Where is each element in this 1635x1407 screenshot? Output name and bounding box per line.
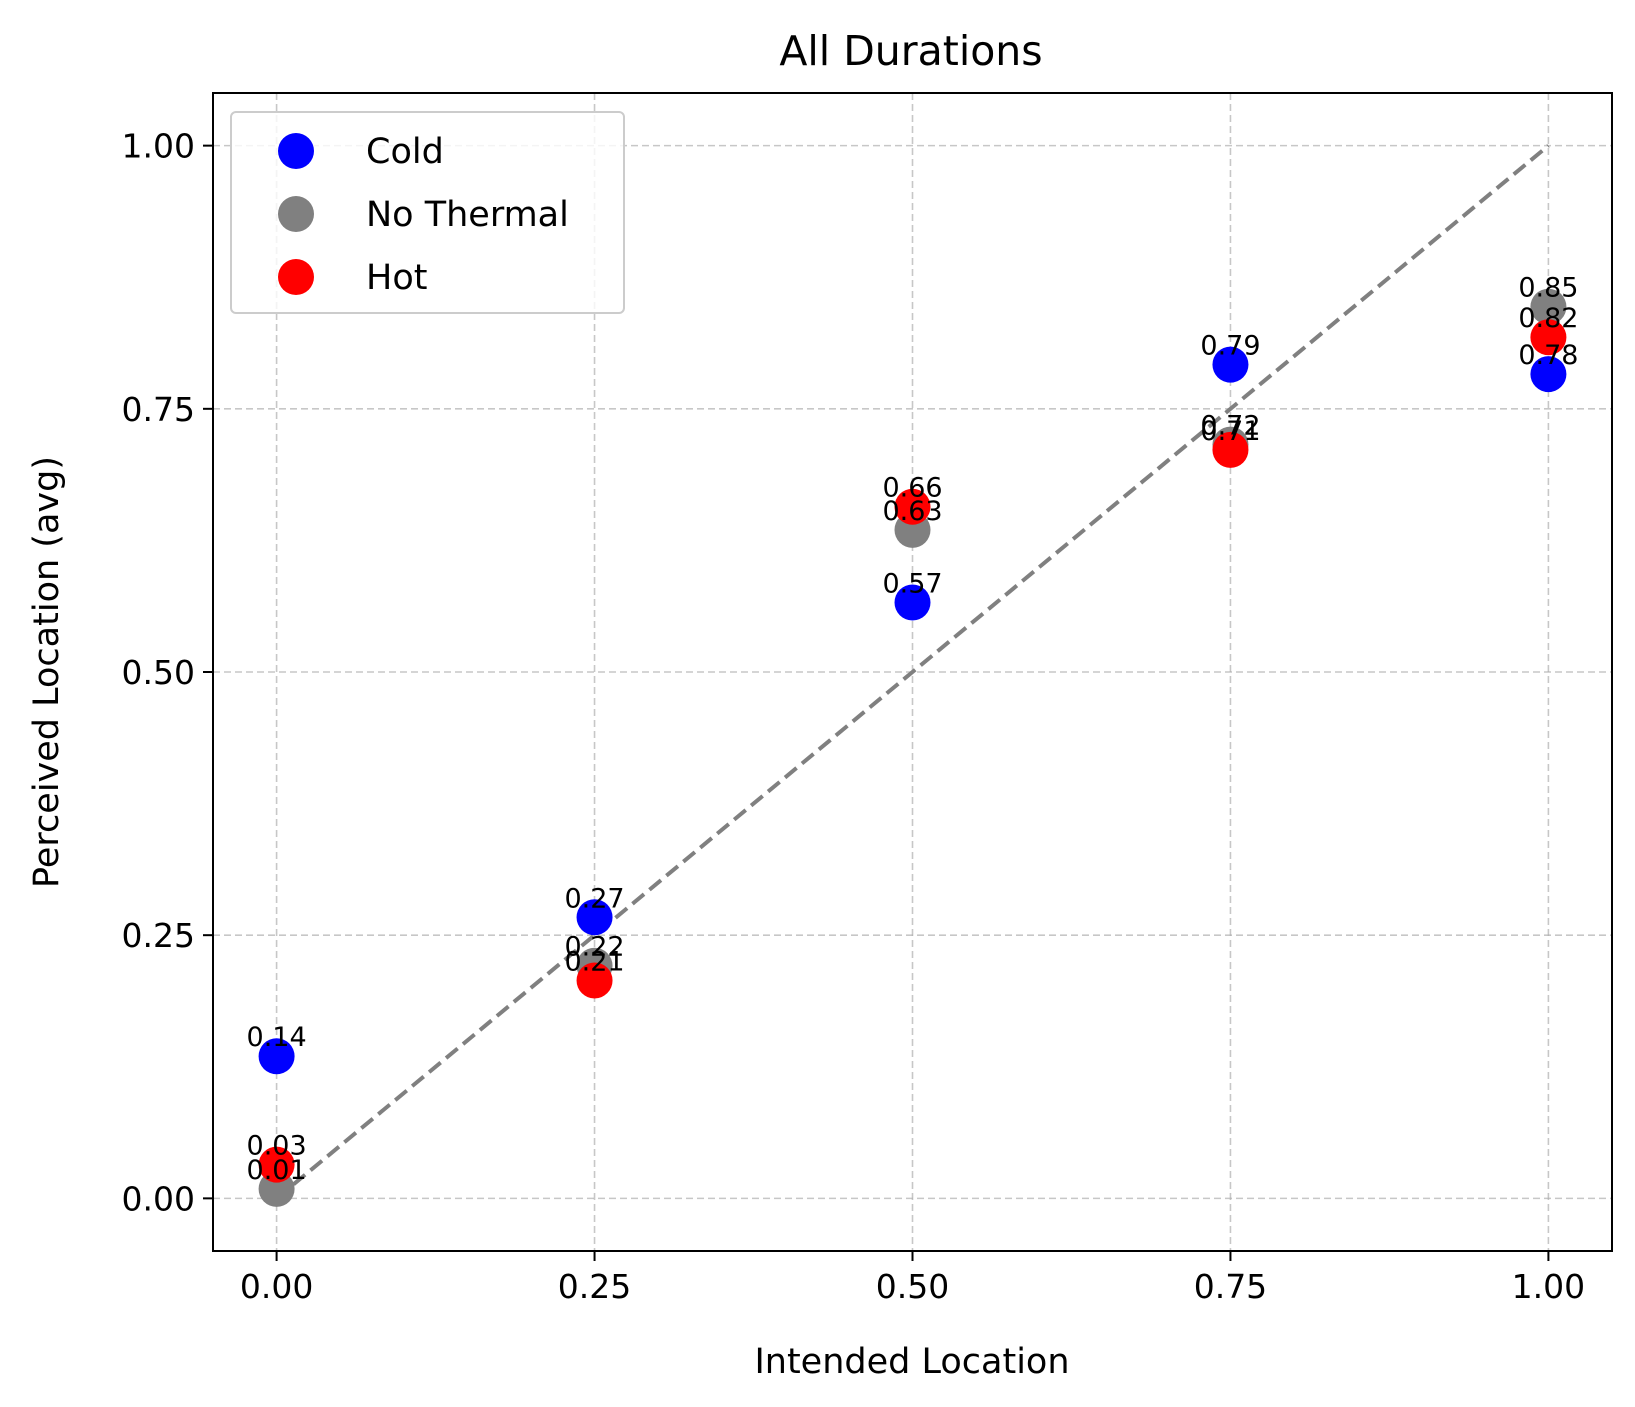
data-label: 0.79	[1200, 331, 1260, 362]
reference-line-group	[275, 144, 1550, 1200]
x-tick-label: 1.00	[1512, 1267, 1585, 1306]
legend-label: Cold	[366, 132, 444, 172]
data-point-cold	[1530, 356, 1567, 393]
data-label: 0.78	[1518, 340, 1578, 371]
data-point-no-thermal	[1530, 288, 1567, 325]
y-tick-label: 0.50	[122, 653, 195, 692]
data-point-cold	[576, 899, 613, 936]
legend-label: Hot	[366, 258, 427, 298]
data-label: 0.63	[882, 496, 942, 527]
x-axis-label: Intended Location	[754, 1342, 1069, 1382]
y-tick-label: 1.00	[122, 127, 195, 166]
legend: Cold No Thermal Hot	[230, 111, 625, 314]
data-label: 0.03	[247, 1131, 307, 1162]
data-point-hot	[576, 962, 613, 999]
data-point-hot	[258, 1146, 295, 1183]
x-tick-label: 0.25	[558, 1267, 631, 1306]
legend-marker-hot	[278, 259, 314, 295]
data-point-cold	[258, 1038, 295, 1075]
x-tick-label: 0.00	[240, 1267, 313, 1306]
data-label: 0.01	[247, 1155, 307, 1186]
axis-ticks: 0.00 0.25 0.50 0.75 1.00 0.00 0.25 0.50 0.75 1.00	[122, 127, 1586, 1306]
data-label: 0.27	[564, 883, 624, 914]
legend-marker-no-thermal	[278, 196, 314, 232]
y-tick-label: 0.25	[122, 916, 195, 955]
legend-box	[230, 111, 625, 314]
legend-marker-cold	[278, 133, 314, 169]
data-label: 0.22	[564, 932, 624, 963]
data-label: 0.72	[1200, 411, 1260, 442]
x-tick-label: 0.50	[876, 1267, 949, 1306]
legend-label: No Thermal	[366, 195, 569, 235]
x-tick-label: 0.75	[1194, 1267, 1267, 1306]
data-point-hot	[1212, 431, 1249, 468]
data-label: 0.21	[564, 946, 624, 977]
y-tick-label: 0.00	[122, 1179, 195, 1218]
data-point-hot	[1530, 319, 1567, 356]
chart-title: All Durations	[779, 27, 1042, 75]
data-label: 0.57	[882, 569, 942, 600]
data-label: 0.14	[247, 1022, 307, 1053]
y-tick-label: 0.75	[122, 390, 195, 429]
data-points	[258, 288, 1567, 1207]
data-label: 0.85	[1518, 273, 1578, 304]
data-point-cold	[1212, 346, 1249, 383]
data-label: 0.66	[882, 473, 942, 504]
data-label: 0.82	[1518, 303, 1578, 334]
data-point-cold	[894, 584, 931, 621]
data-point-hot	[894, 488, 931, 525]
reference-line	[275, 144, 1550, 1200]
data-label: 0.71	[1200, 416, 1260, 447]
data-labels: 0.14 0.27 0.57 0.79 0.78 0.01 0.22 0.63 0.72 0.85…	[247, 273, 1579, 1186]
y-axis-label: Perceived Location (avg)	[27, 456, 67, 888]
